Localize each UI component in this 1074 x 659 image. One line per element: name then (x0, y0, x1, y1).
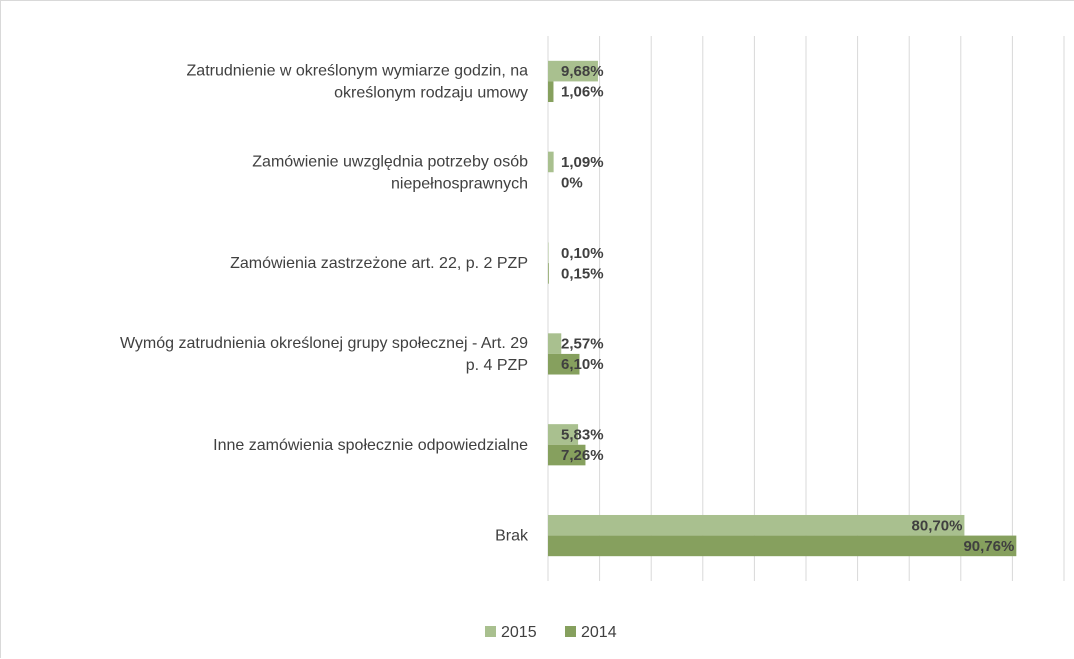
bar-2015-4 (548, 424, 579, 445)
legend-label-2015: 2015 (501, 624, 537, 641)
data-label-2014-0: 1,06% (561, 84, 604, 101)
legend-swatch-2015 (485, 626, 496, 637)
data-label-2014-1: 0% (561, 175, 583, 192)
data-label-2015-1: 1,09% (561, 154, 604, 171)
data-label-2015-2: 0,10% (561, 245, 604, 262)
data-label-2014-5: 90,76% (963, 538, 1014, 555)
category-label-5: Brak (495, 528, 529, 545)
bar-2015-1 (548, 151, 554, 173)
bar-2015-2 (548, 242, 549, 264)
category-label-0: Zatrudnienie w określonym wymiarze godzi… (187, 62, 529, 79)
category-label-1: Zamówienie uwzględnia potrzeby osób (252, 153, 528, 170)
data-label-2015-4: 5,83% (561, 426, 604, 443)
category-label-4: Inne zamówienia społecznie odpowiedzialn… (213, 437, 528, 454)
data-label-2014-4: 7,26% (561, 447, 604, 464)
data-label-2015-3: 2,57% (561, 336, 604, 353)
category-label-2: Zamówienia zastrzeżone art. 22, p. 2 PZP (230, 255, 528, 272)
data-label-2014-2: 0,15% (561, 265, 604, 282)
category-label-3: p. 4 PZP (466, 357, 528, 374)
legend-swatch-2014 (565, 626, 576, 637)
bar-2014-4 (548, 444, 586, 466)
category-label-3: Wymóg zatrudnienia określonej grupy społ… (120, 335, 528, 352)
legend-label-2014: 2014 (581, 624, 617, 641)
data-label-2015-0: 9,68% (561, 63, 604, 80)
bar-2014-5 (548, 535, 1017, 557)
bar-2015-3 (548, 333, 562, 354)
bar-2015-0 (548, 60, 598, 82)
bar-2014-0 (548, 81, 554, 103)
data-label-2014-3: 6,10% (561, 356, 604, 373)
bar-2014-2 (548, 263, 549, 284)
bar-2014-3 (548, 353, 580, 375)
data-label-2015-5: 80,70% (912, 517, 963, 534)
bar-2015-5 (548, 514, 965, 536)
category-label-1: niepełnosprawnych (391, 175, 528, 192)
category-label-0: określonym rodzaju umowy (334, 84, 528, 101)
